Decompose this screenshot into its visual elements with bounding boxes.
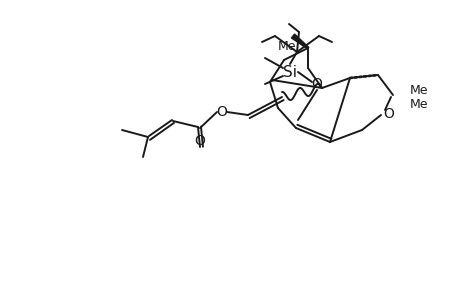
Text: O: O (194, 134, 205, 148)
Text: O: O (383, 107, 393, 121)
Text: Me: Me (409, 98, 428, 110)
Text: Me: Me (277, 40, 296, 52)
Text: O: O (216, 105, 227, 119)
Text: Me: Me (409, 83, 428, 97)
Text: Si: Si (282, 64, 297, 80)
Text: O: O (311, 77, 322, 91)
Polygon shape (291, 34, 308, 49)
